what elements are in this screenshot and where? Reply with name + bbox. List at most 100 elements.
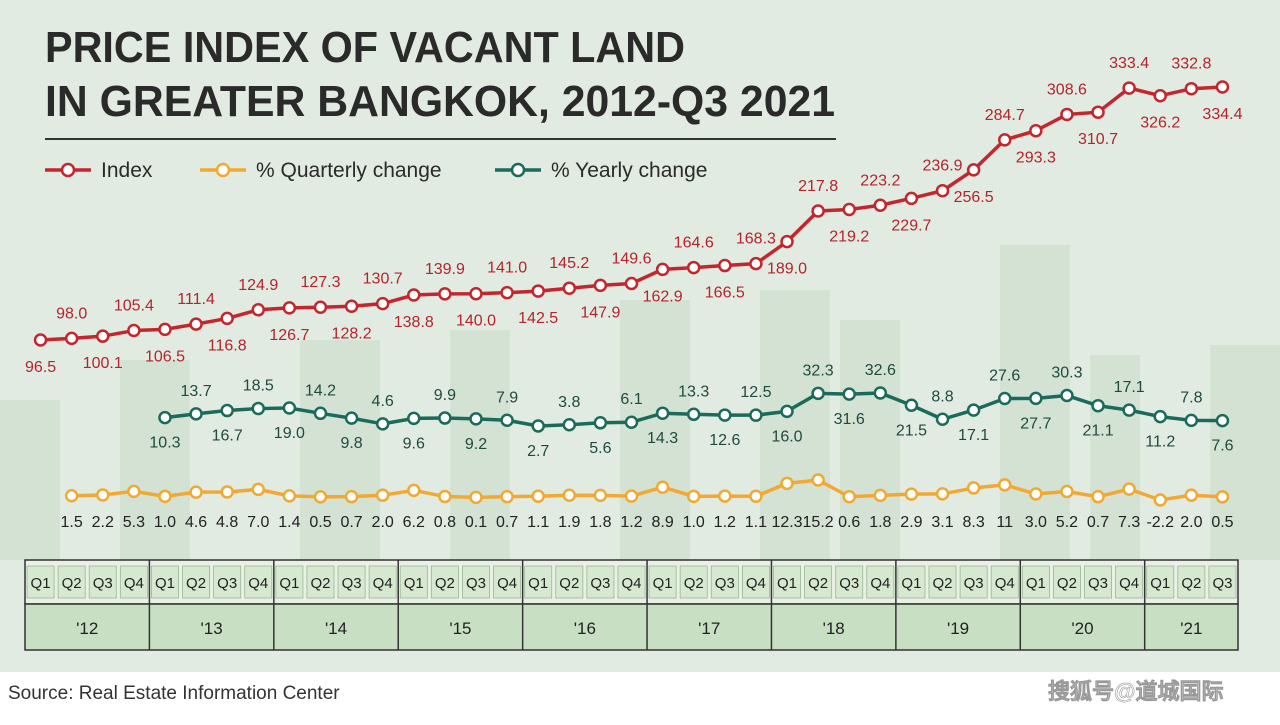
year-label: '12 xyxy=(76,619,98,638)
data-label: 3.0 xyxy=(1025,514,1047,531)
data-point xyxy=(220,311,234,326)
data-label: 284.7 xyxy=(985,107,1025,124)
quarter-cell xyxy=(524,565,553,599)
data-label: 0.1 xyxy=(465,514,487,531)
x-tick-label: Q2 xyxy=(933,575,953,592)
x-tick-label: Q3 xyxy=(217,575,237,592)
data-label: 1.0 xyxy=(154,514,176,531)
data-label: 5.3 xyxy=(123,514,145,531)
x-tick-label: Q2 xyxy=(684,575,704,592)
year-label: '13 xyxy=(201,619,223,638)
quarter-cell xyxy=(1115,565,1144,599)
data-label: 21.1 xyxy=(1082,423,1113,440)
data-label: 32.6 xyxy=(865,362,896,379)
data-point xyxy=(780,234,794,249)
data-label: 1.1 xyxy=(527,514,549,531)
data-label: 106.5 xyxy=(145,348,185,365)
data-point xyxy=(686,407,701,422)
year-label: '15 xyxy=(449,619,471,638)
data-label: 0.7 xyxy=(340,514,362,531)
quarter-cell xyxy=(586,565,615,599)
data-label: 9.9 xyxy=(434,387,456,404)
quarter-cell xyxy=(399,565,428,599)
data-label: 219.2 xyxy=(829,229,869,246)
data-point xyxy=(904,191,919,206)
quarter-cell xyxy=(119,565,148,599)
data-point xyxy=(1153,409,1167,424)
data-label: 1.8 xyxy=(589,514,611,531)
data-point xyxy=(220,403,234,418)
quarter-cell xyxy=(1177,565,1206,599)
data-label: 116.8 xyxy=(208,337,247,354)
data-point xyxy=(562,418,577,432)
quarter-cell xyxy=(151,565,179,599)
x-tick-label: Q3 xyxy=(715,575,735,592)
data-point xyxy=(1215,413,1230,428)
data-point xyxy=(624,489,639,503)
data-point xyxy=(780,404,794,419)
data-point xyxy=(1122,81,1136,95)
quarter-cell xyxy=(710,565,739,599)
quarter-cell xyxy=(1052,565,1081,599)
data-label: 27.7 xyxy=(1020,415,1051,432)
x-tick-label: Q2 xyxy=(1181,575,1201,592)
data-label: 4.6 xyxy=(185,514,207,531)
data-label: 5.2 xyxy=(1056,514,1078,531)
data-point xyxy=(189,407,203,421)
data-point xyxy=(438,489,452,504)
quarter-cell xyxy=(462,565,490,599)
data-label: 141.0 xyxy=(487,260,527,277)
data-label: 256.5 xyxy=(954,189,994,206)
data-label: 139.9 xyxy=(425,261,465,278)
data-point xyxy=(282,489,297,503)
data-label: 333.4 xyxy=(1109,55,1149,72)
data-label: 7.9 xyxy=(496,389,518,406)
data-label: 4.8 xyxy=(216,514,238,531)
data-label: 12.5 xyxy=(740,384,771,401)
data-point xyxy=(64,488,79,503)
data-label: 3.1 xyxy=(931,514,953,531)
data-label: 1.4 xyxy=(278,514,300,531)
data-point xyxy=(251,401,266,416)
data-label: 3.8 xyxy=(558,394,580,411)
data-point xyxy=(375,417,390,431)
data-label: 11.2 xyxy=(1145,434,1175,451)
data-point xyxy=(158,322,172,337)
data-label: 15.2 xyxy=(803,514,834,531)
data-label: 0.6 xyxy=(838,514,860,531)
quarter-cell xyxy=(773,565,801,599)
data-point xyxy=(749,489,763,503)
chart-title: IN GREATER BANGKOK, 2012-Q3 2021 xyxy=(45,77,835,126)
data-point xyxy=(1184,413,1199,428)
x-tick-label: Q4 xyxy=(621,575,641,592)
data-point xyxy=(469,286,483,301)
data-point xyxy=(562,488,577,503)
data-label: 0.8 xyxy=(434,514,456,531)
x-tick-label: Q3 xyxy=(466,575,486,592)
x-tick-label: Q1 xyxy=(777,575,797,592)
data-label: 16.0 xyxy=(771,428,802,445)
data-point xyxy=(593,488,608,503)
data-label: 31.6 xyxy=(834,411,865,428)
data-label: 0.7 xyxy=(496,514,518,531)
skyline xyxy=(0,245,1280,560)
data-point xyxy=(469,490,483,505)
quarter-cell xyxy=(88,565,117,599)
data-label: 7.6 xyxy=(1211,438,1233,455)
x-tick-label: Q4 xyxy=(124,575,144,592)
data-label: 7.3 xyxy=(1118,514,1140,531)
data-label: 14.2 xyxy=(305,382,336,399)
data-label: 98.0 xyxy=(56,305,87,322)
data-label: 9.8 xyxy=(340,435,362,452)
data-label: 8.3 xyxy=(963,514,985,531)
data-label: 334.4 xyxy=(1202,106,1242,123)
x-tick-label: Q4 xyxy=(497,575,517,592)
data-point xyxy=(500,489,514,504)
year-label: '18 xyxy=(823,619,845,638)
data-point xyxy=(1184,81,1199,96)
data-point xyxy=(469,412,483,426)
data-point xyxy=(593,416,608,430)
x-tick-label: Q4 xyxy=(248,575,268,592)
data-label: 162.9 xyxy=(643,288,683,305)
x-tick-label: Q3 xyxy=(590,575,610,592)
